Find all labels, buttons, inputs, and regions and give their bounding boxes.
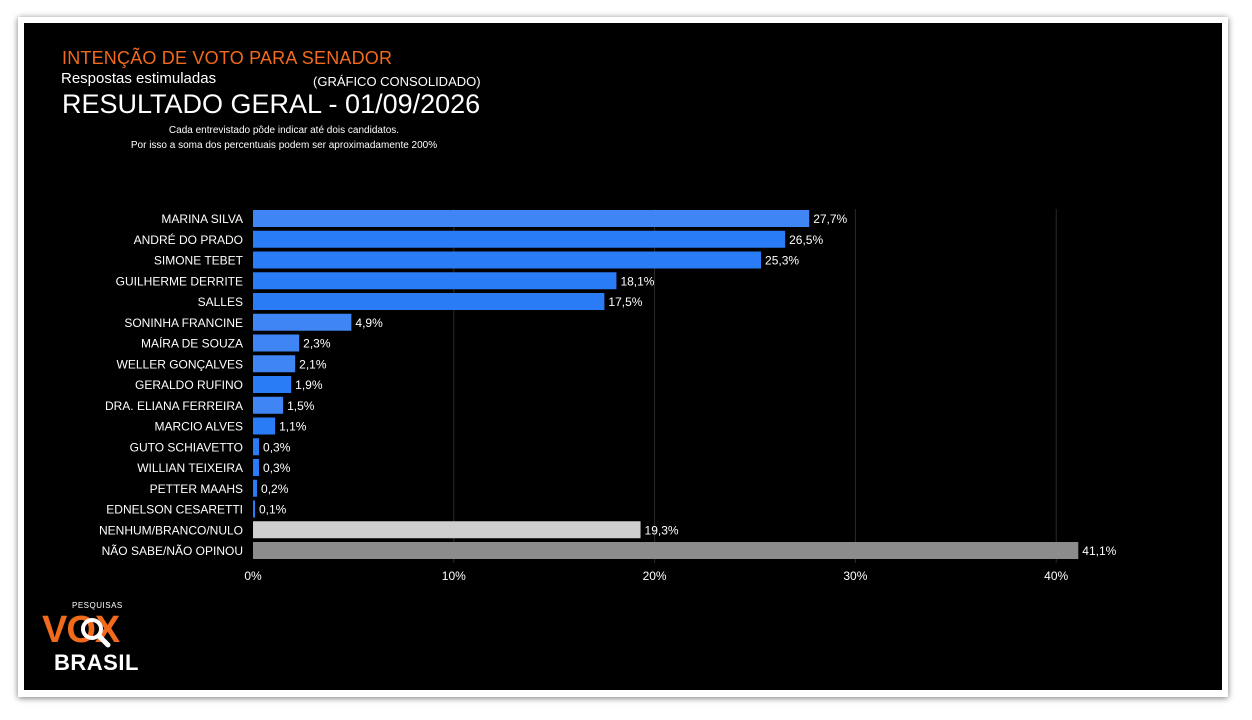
bar	[253, 542, 1079, 559]
bar	[253, 210, 810, 227]
logo-country: BRASIL	[54, 650, 139, 675]
data-label: 25,3%	[765, 254, 799, 268]
data-label: 2,3%	[303, 337, 331, 351]
bar-chart: 0% 10% 20% 30% 40% MARINA SILVA 27,7% ANDRÉ DO …	[99, 209, 1117, 583]
chart-panel: INTENÇÃO DE VOTO PARA SENADOR Respostas …	[24, 23, 1222, 690]
category-label: NÃO SABE/NÃO OPINOU	[102, 544, 243, 558]
chart-note-line-2: Por isso a soma dos percentuais podem se…	[130, 140, 438, 151]
bar	[253, 376, 292, 393]
category-label: GERALDO RUFINO	[135, 378, 243, 392]
logo-small-text: PESQUISAS	[72, 601, 123, 610]
x-tick-label: 20%	[643, 569, 667, 583]
category-label: WILLIAN TEIXEIRA	[137, 461, 243, 475]
category-label: SALLES	[198, 295, 243, 309]
chart-note: Cada entrevistado pôde indicar até dois …	[64, 123, 504, 153]
bar	[253, 396, 284, 414]
data-label: 0,3%	[263, 461, 291, 475]
bar	[253, 251, 762, 269]
chart-note-line-1: Cada entrevistado pôde indicar até dois …	[168, 125, 400, 136]
category-label: NENHUM/BRANCO/NULO	[99, 523, 243, 537]
chart-subtitle-note: (GRÁFICO CONSOLIDADO)	[313, 74, 481, 89]
bar	[253, 230, 786, 248]
category-label: GUTO SCHIAVETTO	[130, 440, 243, 454]
data-label: 1,1%	[279, 420, 307, 434]
category-label: MARINA SILVA	[161, 212, 243, 226]
chart-subtitle: Respostas estimuladas	[61, 70, 217, 87]
data-label: 0,1%	[259, 503, 287, 517]
category-label: PETTER MAAHS	[150, 482, 243, 496]
x-tick-label: 10%	[442, 569, 466, 583]
category-label: SONINHA FRANCINE	[124, 316, 243, 330]
category-label: ANDRÉ DO PRADO	[134, 232, 243, 247]
x-tick-label: 30%	[843, 569, 867, 583]
chart-frame: INTENÇÃO DE VOTO PARA SENADOR Respostas …	[18, 17, 1228, 697]
bar	[253, 313, 352, 331]
data-label: 41,1%	[1082, 544, 1116, 558]
magnifier-icon	[81, 618, 111, 648]
chart-title: INTENÇÃO DE VOTO PARA SENADOR	[62, 48, 393, 68]
bar	[253, 355, 296, 373]
bar	[253, 438, 260, 456]
data-label: 0,3%	[263, 440, 291, 454]
bar	[253, 459, 260, 476]
bar	[253, 272, 617, 290]
category-label: DRA. ELIANA FERREIRA	[105, 399, 243, 413]
bar	[253, 293, 605, 310]
data-label: 19,3%	[645, 523, 679, 537]
data-label: 1,5%	[287, 399, 315, 413]
x-tick-label: 40%	[1044, 569, 1068, 583]
bar	[253, 417, 276, 435]
data-label: 17,5%	[608, 295, 642, 309]
category-label: MARCIO ALVES	[155, 420, 243, 434]
data-label: 26,5%	[789, 233, 823, 247]
category-label: WELLER GONÇALVES	[117, 357, 243, 371]
result-title: RESULTADO GERAL - 01/09/2026	[62, 89, 481, 119]
vox-brasil-logo: PESQUISAS VOX BRASIL	[42, 601, 152, 679]
bar	[253, 334, 300, 352]
data-label: 2,1%	[299, 357, 327, 371]
data-label: 27,7%	[813, 212, 847, 226]
data-label: 0,2%	[261, 482, 289, 496]
bar	[253, 521, 641, 539]
category-label: GUILHERME DERRITE	[116, 274, 243, 288]
category-label: SIMONE TEBET	[154, 254, 244, 268]
data-label: 1,9%	[295, 378, 323, 392]
bar	[253, 479, 258, 497]
category-label: EDNELSON CESARETTI	[106, 503, 243, 517]
data-label: 18,1%	[620, 274, 654, 288]
data-label: 4,9%	[355, 316, 383, 330]
bar	[253, 500, 256, 518]
x-tick-label: 0%	[244, 569, 262, 583]
category-label: MAÍRA DE SOUZA	[141, 336, 243, 351]
